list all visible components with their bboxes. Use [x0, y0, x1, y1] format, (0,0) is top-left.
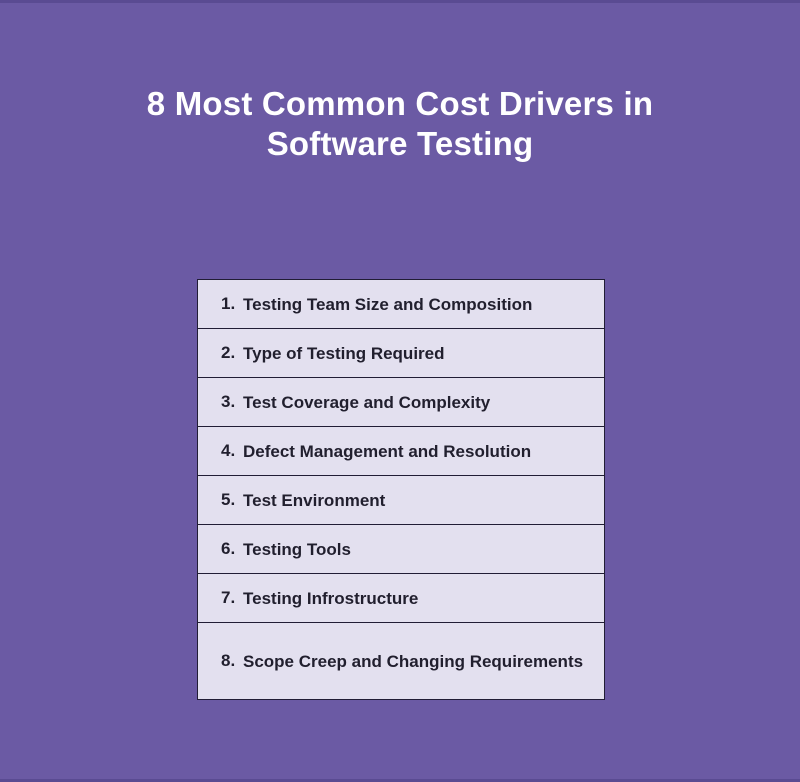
row-label: Test Environment — [243, 490, 386, 510]
row-number: 4. — [221, 441, 236, 460]
top-edge-band — [0, 0, 800, 3]
table-row: 5. Test Environment — [198, 476, 604, 525]
row-label: Testing Infrostructure — [243, 588, 419, 608]
table-row: 4. Defect Management and Resolution — [198, 427, 604, 476]
table-row: 6. Testing Tools — [198, 525, 604, 574]
row-number: 5. — [221, 490, 236, 509]
cost-drivers-table: 1. Testing Team Size and Composition 2. … — [197, 279, 605, 700]
page-title: 8 Most Common Cost Drivers in Software T… — [0, 84, 800, 164]
table-row: 7. Testing Infrostructure — [198, 574, 604, 623]
table-row: 1. Testing Team Size and Composition — [198, 280, 604, 329]
row-number: 3. — [221, 392, 236, 411]
page-title-line-2: Software Testing — [266, 125, 534, 162]
row-number: 1. — [221, 294, 236, 313]
table-row: 3. Test Coverage and Complexity — [198, 378, 604, 427]
row-number: 8. — [221, 651, 236, 670]
row-number: 6. — [221, 539, 236, 558]
row-label: Testing Tools — [243, 539, 351, 559]
bottom-edge-band — [0, 779, 800, 782]
row-label: Test Coverage and Complexity — [243, 392, 491, 412]
row-label: Testing Team Size and Composition — [243, 294, 533, 314]
row-label: Type of Testing Required — [243, 343, 445, 363]
row-number: 2. — [221, 343, 236, 362]
table-row: 2. Type of Testing Required — [198, 329, 604, 378]
row-number: 7. — [221, 588, 236, 607]
row-label: Defect Management and Resolution — [243, 441, 532, 461]
page-title-line-1: 8 Most Common Cost Drivers in — [146, 85, 654, 122]
table-row: 8. Scope Creep and Changing Requirements — [198, 623, 604, 699]
row-label: Scope Creep and Changing Requirements — [243, 651, 584, 671]
